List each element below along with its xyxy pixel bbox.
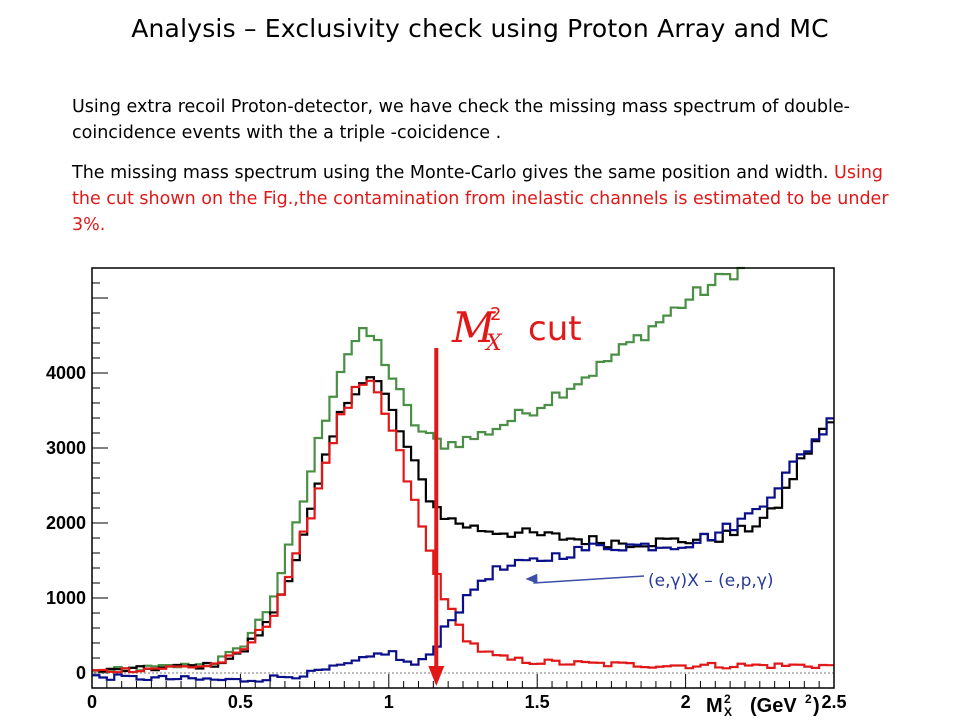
y-tick-label: 4000 (46, 363, 86, 383)
cut-label-sub: X (484, 331, 503, 356)
x-axis-title-unit-close: ) (813, 695, 820, 717)
y-tick-label: 2000 (46, 513, 86, 533)
x-tick-label: 0 (87, 692, 97, 712)
y-tick-label: 1000 (46, 588, 86, 608)
y-tick-label: 0 (76, 663, 86, 683)
annotation-arrow-line (533, 575, 645, 584)
x-tick-label: 2.5 (821, 692, 846, 712)
x-tick-label: 1 (384, 692, 394, 712)
x-axis-title: M 2 X (GeV 2 ) (706, 692, 820, 719)
x-axis-title-sup: 2 (724, 692, 731, 706)
cut-label-sup: 2 (490, 304, 501, 325)
paragraph-2: The missing mass spectrum using the Mont… (72, 160, 912, 238)
x-axis-title-unit-sup: 2 (805, 692, 812, 706)
y-tick-label: 3000 (46, 438, 86, 458)
page-title: Analysis – Exclusivity check using Proto… (131, 14, 829, 43)
plot-frame (92, 268, 834, 688)
x-axis-title-sub: X (724, 705, 732, 719)
x-axis-title-m: M (706, 695, 723, 717)
cut-label: M 2 X cut (451, 303, 582, 356)
series-group (92, 266, 834, 683)
x-tick-label: 1.5 (525, 692, 550, 712)
series-blue-line (92, 417, 834, 683)
plot-border (91, 267, 835, 689)
x-axis-title-unit: (GeV (750, 695, 797, 717)
x-tick-label: 2 (681, 692, 691, 712)
paragraph-1: Using extra recoil Proton-detector, we h… (72, 97, 850, 143)
paragraph-2-black: The missing mass spectrum using the Mont… (72, 163, 835, 183)
paragraph-2-red: Using the cut shown on the Fig.,the cont… (72, 163, 889, 235)
annotation-label: (e,γ)X – (e,p,γ) (648, 571, 774, 591)
annotation-arrowhead (525, 573, 538, 584)
x-tick-label: 0.5 (228, 692, 253, 712)
cut-label-word: cut (528, 309, 582, 349)
cut-label-m: M (451, 303, 496, 352)
series-red-line (92, 379, 834, 674)
axis-ticks: 0 0.5 1 1.5 2 2.5 0 1000 2000 3000 4000 (46, 282, 847, 712)
cut-arrowhead (428, 666, 445, 686)
